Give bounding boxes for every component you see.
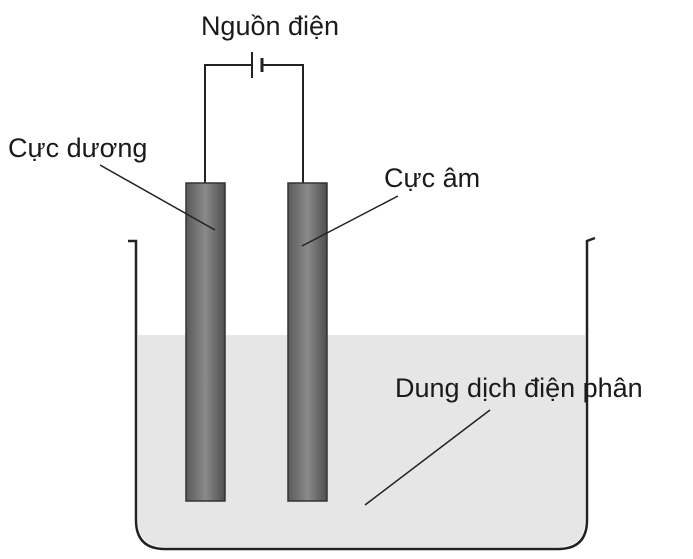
power-source-label: Nguồn điện [201, 11, 339, 41]
cathode-rod [287, 182, 328, 502]
electrolyte-pointer [364, 409, 491, 506]
electrolyte-label: Dung dịch điện phân [395, 373, 643, 403]
electrolyte-liquid [138, 335, 585, 547]
beaker [128, 236, 596, 551]
cathode-label: Cực âm [384, 163, 480, 193]
anode-label: Cực dương [8, 133, 147, 163]
wire [204, 64, 304, 183]
anode-rod [185, 182, 226, 502]
cathode-pointer [301, 195, 399, 247]
anode-pointer [99, 164, 216, 231]
